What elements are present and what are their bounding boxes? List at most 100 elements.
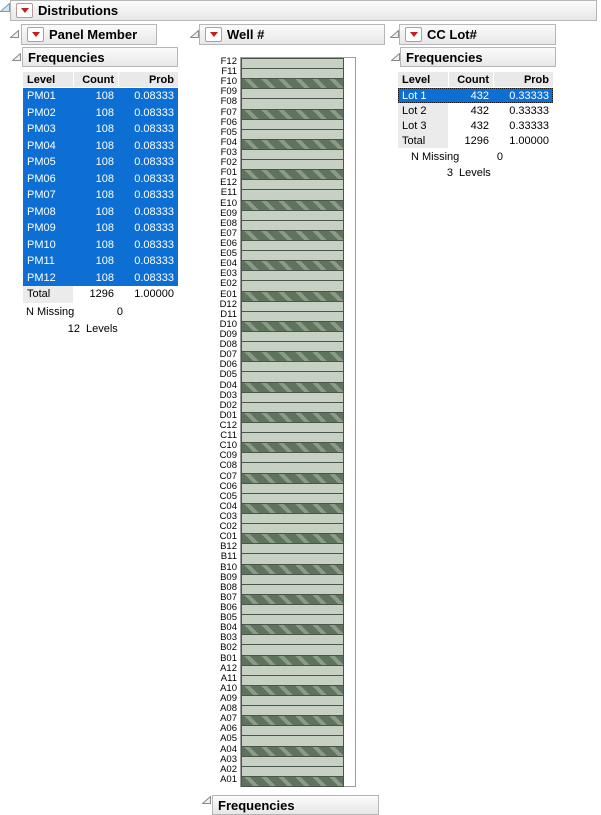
well-frequencies-title: Frequencies — [218, 797, 295, 813]
panel-member-red-triangle-menu-icon[interactable] — [27, 27, 44, 42]
table-row[interactable]: PM06 108 0.08333 — [23, 170, 178, 187]
table-total-row: Total 1296 1.00000 — [23, 286, 178, 303]
table-row[interactable]: Lot 1 432 0.33333 — [398, 88, 553, 103]
panel-member-nmissing-value: 0 — [116, 306, 123, 318]
well-axis-label: F04 — [220, 136, 237, 148]
distributions-disclosure-icon[interactable] — [0, 3, 10, 12]
well-axis-label: C09 — [219, 450, 237, 462]
well-axis-label: E05 — [220, 248, 237, 260]
cc-lot-frequencies-disclosure-icon[interactable] — [391, 53, 401, 62]
table-row[interactable]: PM08 108 0.08333 — [23, 203, 178, 220]
table-row[interactable]: PM12 108 0.08333 — [23, 269, 178, 286]
well-axis-label: C02 — [219, 521, 237, 533]
well-bar-a01[interactable] — [241, 775, 344, 787]
well-axis-label: D04 — [219, 379, 237, 391]
well-axis-label: A10 — [220, 682, 237, 694]
cc-lot-frequencies-title: Frequencies — [406, 49, 483, 65]
well-axis-label: A09 — [220, 693, 237, 704]
well-bar-chart — [240, 57, 356, 787]
table-row[interactable]: Lot 2 432 0.33333 — [398, 103, 553, 118]
well-axis-label: F10 — [220, 76, 237, 88]
well-axis-label: F03 — [220, 147, 237, 158]
well-axis-label: C07 — [219, 470, 237, 482]
cc-lot-frequencies-table: Level Count Prob Lot 1 432 0.33333 Lot 2 432 0.3… — [398, 72, 553, 148]
panel-member-disclosure-icon[interactable] — [10, 30, 20, 39]
well-axis-label: B07 — [220, 591, 237, 603]
table-row[interactable]: PM02 108 0.08333 — [23, 104, 178, 121]
well-axis-label: E03 — [220, 268, 237, 280]
table-row[interactable]: PM03 108 0.08333 — [23, 121, 178, 138]
cc-lot-red-triangle-menu-icon[interactable] — [405, 27, 422, 42]
well-axis-label: B02 — [220, 642, 237, 654]
well-axis-label: B12 — [220, 541, 237, 553]
well-axis-label: B05 — [220, 612, 237, 624]
well-axis-label: C05 — [219, 490, 237, 502]
well-red-triangle-menu-icon[interactable] — [205, 27, 222, 42]
panel-member-frequencies-table: Level Count Prob PM01 108 0.08333 PM02 108 0.083… — [23, 72, 178, 303]
well-axis-label: A11 — [220, 672, 237, 684]
well-axis-label: F01 — [220, 167, 237, 179]
well-axis-label: C10 — [219, 440, 237, 452]
panel-member-levels-count: 12 — [67, 323, 80, 335]
well-axis-label: B01 — [220, 652, 237, 664]
well-axis-label: B03 — [220, 632, 237, 644]
well-axis-label: B10 — [220, 561, 237, 573]
distributions-red-triangle-menu-icon[interactable] — [16, 3, 33, 18]
well-axis-label: E02 — [220, 278, 237, 290]
table-row[interactable]: PM05 108 0.08333 — [23, 154, 178, 171]
well-axis-label: D09 — [219, 329, 237, 340]
well-axis-label: E07 — [220, 227, 237, 239]
cc-lot-nmissing-value: 0 — [496, 151, 503, 163]
panel-member-frequencies-disclosure-icon[interactable] — [12, 53, 22, 62]
well-axis-label: E01 — [220, 288, 237, 300]
well-axis-label: F08 — [220, 96, 237, 108]
distributions-title: Distributions — [38, 3, 119, 18]
well-axis-label: F09 — [220, 86, 237, 98]
table-row[interactable]: PM04 108 0.08333 — [23, 137, 178, 154]
table-row[interactable]: PM01 108 0.08333 — [23, 88, 178, 105]
table-row[interactable]: PM11 108 0.08333 — [23, 253, 178, 270]
well-frequencies-header: Frequencies — [212, 795, 379, 815]
well-axis-label: A01 — [220, 773, 237, 785]
cc-lot-disclosure-icon[interactable] — [390, 30, 400, 39]
well-axis-label: A03 — [220, 753, 237, 765]
well-axis-label: A08 — [220, 703, 237, 715]
panel-member-header: Panel Member — [21, 24, 157, 45]
well-axis-label: F07 — [220, 106, 237, 118]
cc-lot-levels-label: Levels — [459, 167, 491, 179]
well-axis-label: E09 — [220, 207, 237, 219]
well-axis-label: C08 — [219, 460, 237, 472]
distributions-header: Distributions — [10, 0, 597, 21]
table-header-row: Level Count Prob — [23, 72, 178, 87]
well-axis-label: F06 — [220, 116, 237, 128]
well-axis-label: C11 — [220, 430, 237, 442]
well-title: Well # — [227, 27, 265, 42]
well-axis-label: D02 — [219, 399, 237, 411]
panel-member-levels-label: Levels — [86, 323, 118, 335]
table-row[interactable]: PM07 108 0.08333 — [23, 187, 178, 204]
well-axis-label: A12 — [220, 662, 237, 674]
table-row[interactable]: PM09 108 0.08333 — [23, 220, 178, 237]
well-axis-label: D08 — [219, 339, 237, 351]
panel-member-frequencies-title: Frequencies — [28, 49, 105, 65]
well-frequencies-disclosure-icon[interactable] — [202, 796, 212, 805]
cc-lot-title: CC Lot# — [427, 27, 477, 42]
well-axis-label: D07 — [219, 349, 237, 361]
well-axis-label: A06 — [220, 723, 237, 735]
well-header: Well # — [199, 24, 385, 45]
cc-lot-header: CC Lot# — [399, 24, 556, 45]
well-axis-label: A07 — [220, 713, 237, 725]
table-row[interactable]: Lot 3 432 0.33333 — [398, 118, 553, 133]
well-axis-label: D05 — [219, 369, 237, 381]
well-axis-label: B08 — [220, 581, 237, 593]
well-axis-label: C04 — [219, 500, 237, 512]
panel-member-nmissing-label: N Missing — [26, 306, 75, 318]
well-axis-label: C01 — [219, 531, 237, 543]
cc-lot-nmissing-label: N Missing — [411, 151, 460, 163]
panel-member-frequencies-header: Frequencies — [22, 47, 178, 67]
well-axis-label: F12 — [220, 56, 237, 67]
well-axis-label: C03 — [219, 511, 237, 522]
table-row[interactable]: PM10 108 0.08333 — [23, 236, 178, 253]
well-axis-label: D10 — [219, 318, 237, 330]
well-disclosure-icon[interactable] — [190, 30, 200, 39]
